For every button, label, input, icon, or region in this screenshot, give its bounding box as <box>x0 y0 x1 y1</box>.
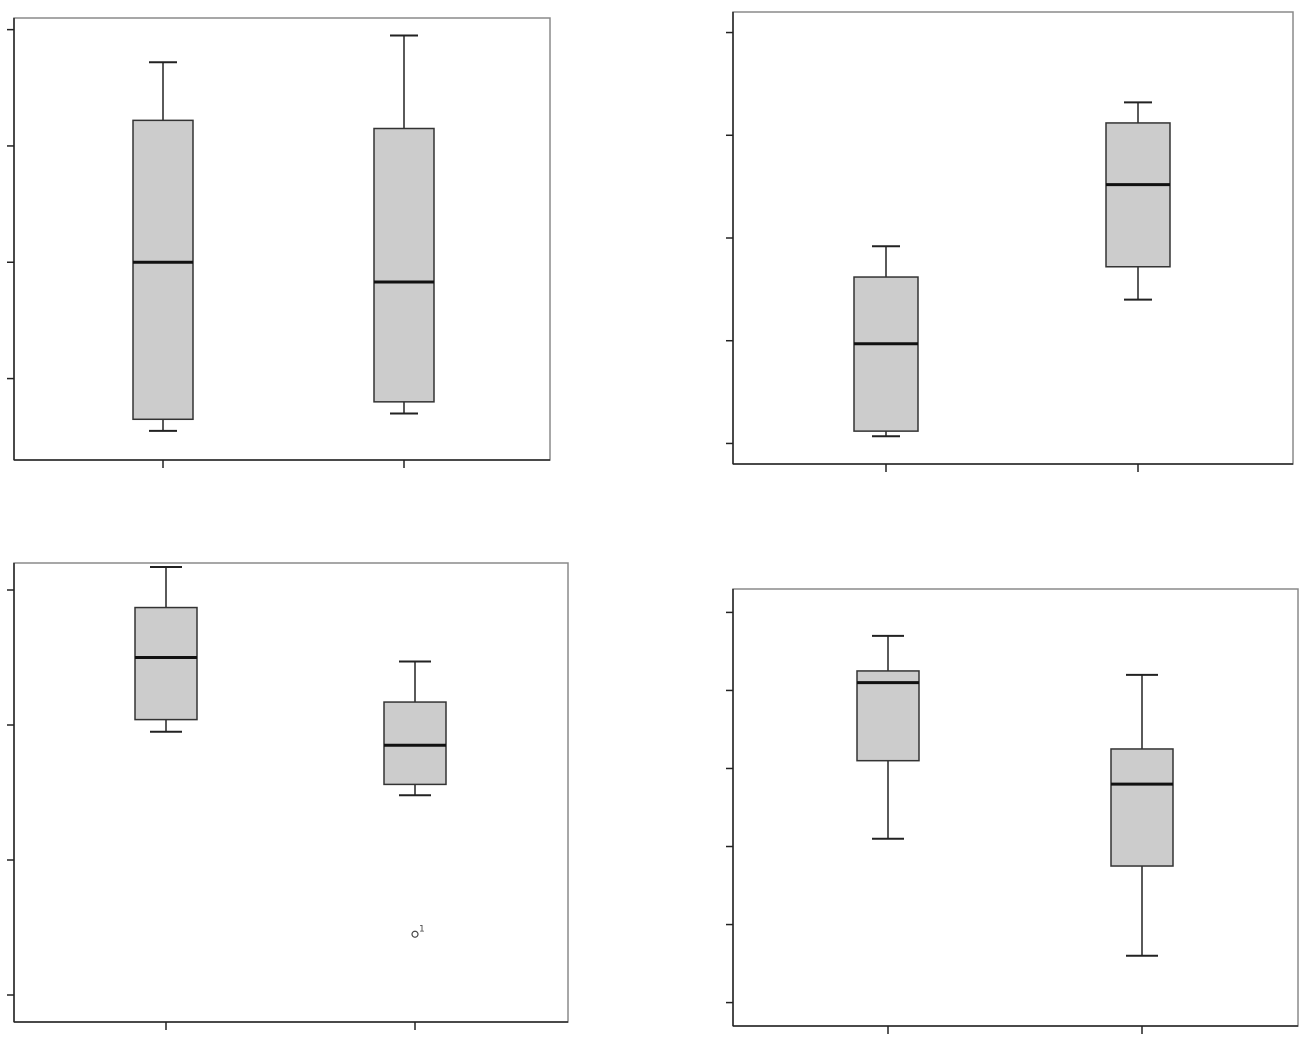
boxplot-panel-bottom-left: 1 <box>7 562 569 1030</box>
box-1-iqr <box>134 606 198 721</box>
box-1-iqr <box>132 119 194 421</box>
plot-frame <box>13 562 569 1023</box>
box-2-iqr <box>383 701 447 786</box>
box-2-iqr <box>1110 748 1174 867</box>
boxplot-panel-top-left <box>7 17 551 468</box>
plot-frame <box>732 588 1299 1027</box>
outlier-label-1: 1 <box>419 924 425 934</box>
box-1-iqr <box>853 276 919 432</box>
boxplot-panel-top-right <box>726 11 1294 472</box>
box-1-iqr <box>856 670 920 762</box>
box-2-iqr <box>1105 122 1171 268</box>
boxplot-panel-bottom-right <box>726 588 1299 1034</box>
outlier-point-1 <box>411 930 419 938</box>
box-2-iqr <box>373 127 435 403</box>
plot-frame <box>13 17 551 461</box>
plot-frame <box>732 11 1294 465</box>
